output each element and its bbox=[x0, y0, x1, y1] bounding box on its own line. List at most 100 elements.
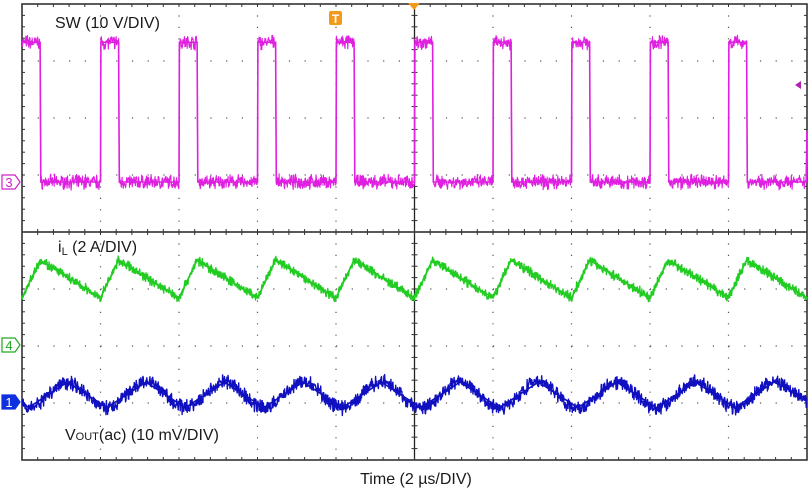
il-trace-label: iL (2 A/DIV) bbox=[58, 239, 137, 258]
data-point bbox=[381, 381, 382, 383]
data-point bbox=[420, 407, 422, 409]
data-point bbox=[275, 259, 277, 261]
data-point bbox=[616, 381, 618, 383]
data-point bbox=[667, 259, 669, 261]
data-point bbox=[459, 381, 461, 383]
trace-channel-1 bbox=[21, 373, 808, 417]
sw-trace-label: SW (10 V/DIV) bbox=[55, 15, 160, 32]
data-point bbox=[589, 259, 591, 261]
data-point bbox=[510, 259, 512, 261]
data-point bbox=[589, 41, 591, 43]
data-point bbox=[571, 297, 572, 299]
data-point bbox=[728, 297, 729, 299]
traces bbox=[21, 34, 808, 417]
data-point bbox=[667, 41, 669, 43]
svg-text:T: T bbox=[332, 12, 340, 26]
data-point bbox=[492, 297, 494, 299]
data-point bbox=[224, 381, 225, 383]
channel-4-marker[interactable]: 4 bbox=[1, 337, 21, 353]
trigger-position-icon[interactable]: T bbox=[329, 11, 342, 26]
data-point bbox=[184, 407, 186, 409]
data-point bbox=[649, 297, 651, 299]
svg-text:4: 4 bbox=[5, 338, 12, 353]
data-point bbox=[649, 181, 651, 183]
vout-trace-label: VOUT(ac) (10 mV/DIV) bbox=[65, 427, 219, 444]
data-point bbox=[806, 297, 808, 299]
data-point bbox=[510, 41, 512, 43]
svg-text:1: 1 bbox=[5, 395, 12, 410]
data-point bbox=[21, 297, 23, 299]
data-point bbox=[773, 381, 775, 383]
data-point bbox=[335, 41, 337, 43]
trigger-time-marker-icon[interactable] bbox=[408, 3, 420, 10]
data-point bbox=[275, 41, 277, 43]
data-point bbox=[145, 381, 147, 383]
svg-text:3: 3 bbox=[5, 175, 12, 190]
trace-channel-3 bbox=[21, 34, 808, 191]
data-point bbox=[353, 259, 355, 261]
data-point bbox=[257, 297, 258, 299]
data-point bbox=[39, 259, 41, 261]
data-point bbox=[492, 181, 494, 183]
data-point bbox=[178, 41, 180, 43]
trace-line bbox=[22, 41, 808, 183]
data-point bbox=[728, 41, 730, 43]
data-point bbox=[746, 181, 748, 183]
data-point bbox=[746, 41, 748, 43]
data-point bbox=[178, 297, 180, 299]
data-point bbox=[492, 41, 494, 43]
data-point bbox=[100, 181, 101, 183]
data-point bbox=[432, 41, 434, 43]
data-point bbox=[196, 259, 198, 261]
data-point bbox=[746, 259, 748, 261]
data-point bbox=[589, 181, 591, 183]
data-point bbox=[21, 400, 23, 402]
data-point bbox=[414, 181, 415, 183]
x-axis-label: Time (2 µs/DIV) bbox=[360, 471, 472, 488]
data-point bbox=[538, 381, 539, 383]
data-point bbox=[275, 181, 277, 183]
data-point bbox=[118, 41, 120, 43]
data-point bbox=[257, 181, 258, 183]
data-point bbox=[577, 407, 579, 409]
data-point bbox=[178, 181, 180, 183]
data-point bbox=[353, 41, 355, 43]
data-point bbox=[571, 181, 572, 183]
data-point bbox=[414, 297, 415, 299]
data-point bbox=[118, 259, 120, 261]
data-point bbox=[649, 41, 651, 43]
data-point bbox=[695, 381, 696, 383]
data-point bbox=[118, 181, 120, 183]
data-point bbox=[498, 407, 500, 409]
data-point bbox=[354, 181, 356, 183]
data-point bbox=[106, 407, 108, 409]
data-point bbox=[432, 181, 434, 183]
data-point bbox=[668, 181, 670, 183]
trace-line bbox=[21, 381, 808, 409]
data-point bbox=[302, 381, 304, 383]
trace-channel-4 bbox=[21, 255, 808, 303]
trigger-level-arrow-icon[interactable] bbox=[795, 81, 801, 89]
data-point bbox=[257, 41, 259, 43]
data-point bbox=[806, 398, 808, 400]
data-point bbox=[511, 181, 513, 183]
data-point bbox=[806, 130, 808, 132]
data-point bbox=[728, 181, 729, 183]
channel-3-marker[interactable]: 3 bbox=[1, 174, 21, 190]
data-point bbox=[100, 297, 101, 299]
data-point bbox=[335, 297, 337, 299]
data-point bbox=[263, 407, 265, 409]
data-point bbox=[197, 181, 199, 183]
data-point bbox=[414, 41, 416, 43]
data-point bbox=[655, 407, 657, 409]
data-point bbox=[27, 407, 29, 409]
data-point bbox=[335, 181, 337, 183]
data-point bbox=[432, 259, 434, 261]
channel-1-marker[interactable]: 1 bbox=[1, 394, 21, 410]
data-point bbox=[40, 181, 42, 183]
data-point bbox=[100, 41, 102, 43]
data-point bbox=[21, 41, 23, 43]
trace-noise-band bbox=[21, 34, 808, 191]
data-point bbox=[39, 41, 41, 43]
